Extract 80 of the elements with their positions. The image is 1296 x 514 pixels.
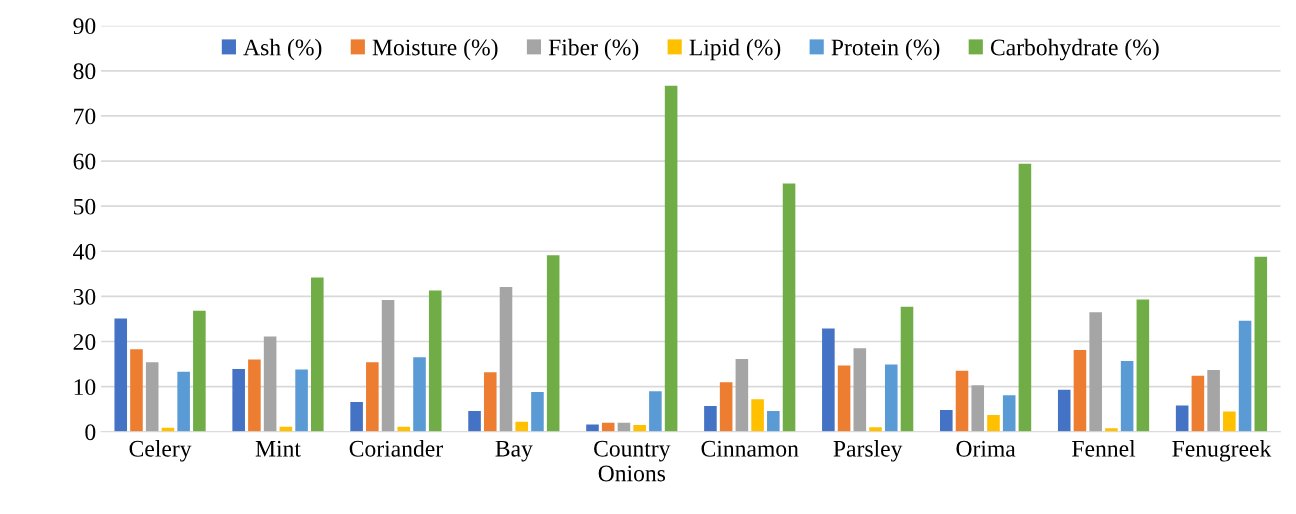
x-tick-label: Mint (255, 440, 301, 457)
x-tick-label: Cinnamon (701, 440, 799, 457)
bar (1238, 320, 1252, 432)
x-tick-label: Country Onions (594, 440, 671, 482)
bar (704, 406, 717, 432)
legend-label: Fiber (%) (548, 38, 639, 61)
bar (468, 411, 481, 432)
bar (311, 277, 324, 432)
bar (869, 427, 882, 432)
bar (987, 415, 1000, 432)
bar (381, 300, 395, 432)
bar (350, 401, 363, 432)
bar (295, 369, 308, 432)
bar (1175, 405, 1189, 432)
bar (413, 357, 426, 432)
bar (114, 318, 128, 432)
bar (971, 385, 985, 432)
bar (366, 362, 379, 432)
bar (837, 365, 851, 432)
y-tick-label: 80 (73, 63, 96, 80)
x-tick-label: Bay (495, 440, 533, 462)
bar (900, 306, 914, 432)
bar (822, 328, 835, 432)
bar (499, 286, 513, 432)
bar (177, 371, 190, 432)
bar (1191, 375, 1205, 432)
bar (531, 392, 544, 432)
bar (940, 410, 953, 432)
y-tick-label: 60 (73, 153, 96, 170)
bar (751, 399, 764, 432)
bar (1089, 312, 1102, 432)
y-tick-label: 30 (73, 288, 96, 305)
x-tick-label: Coriander (349, 440, 443, 457)
legend-label: Protein (%) (831, 38, 940, 61)
bar (483, 372, 497, 432)
bar (1002, 395, 1016, 432)
y-tick-label: 90 (73, 18, 96, 35)
bar (232, 369, 245, 432)
bar (1136, 299, 1150, 432)
bar (955, 370, 969, 432)
bar (1073, 350, 1087, 432)
bar (1057, 389, 1071, 432)
bar (719, 382, 733, 432)
x-tick-label: Fenugreek (1172, 440, 1272, 462)
y-tick-label: 70 (74, 108, 96, 125)
y-tick-label: 10 (74, 379, 96, 396)
bar (853, 348, 867, 432)
y-tick-label: 40 (73, 243, 96, 260)
bar (1018, 163, 1032, 432)
bar (130, 349, 143, 432)
bar (1223, 411, 1236, 432)
bar (193, 310, 206, 432)
bar (546, 255, 560, 432)
bar (767, 411, 780, 432)
bar (664, 85, 678, 432)
bar (263, 336, 277, 432)
bar (601, 422, 615, 432)
bar (515, 421, 529, 432)
x-tick-label: Celery (129, 440, 192, 462)
legend-label: Moisture (%) (372, 38, 498, 61)
bar (633, 424, 646, 432)
bar (1207, 369, 1220, 432)
legend-label: Lipid (%) (689, 38, 781, 61)
y-tick-label: 0 (85, 424, 96, 441)
x-tick-label: Parsley (833, 440, 903, 462)
x-tick-label: Orima (956, 440, 1016, 457)
bar (649, 391, 662, 432)
bar (428, 290, 442, 432)
bar (1120, 360, 1134, 432)
legend-label: Ash (%) (243, 38, 322, 61)
bar (884, 364, 898, 432)
bar (1254, 256, 1268, 432)
bar (145, 362, 159, 432)
bar (735, 359, 749, 432)
bar (782, 183, 796, 432)
bar (248, 359, 261, 432)
x-tick-label: Fennel (1072, 440, 1136, 457)
y-tick-label: 50 (73, 198, 96, 215)
y-tick-label: 20 (73, 334, 96, 350)
legend-label: Carbohydrate (%) (990, 38, 1159, 61)
